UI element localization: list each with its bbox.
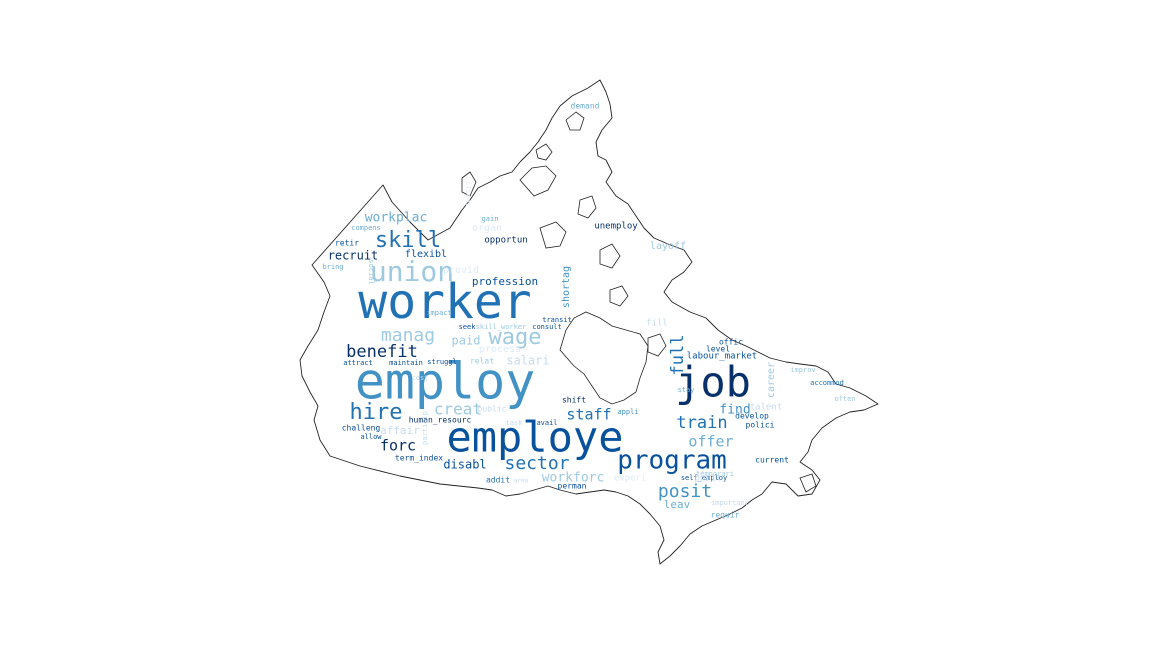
word-offic: offic: [719, 338, 743, 347]
word-level: level: [706, 345, 730, 354]
word-leav: leav: [664, 498, 691, 511]
word-provid: provid: [443, 265, 479, 276]
word-union: union: [370, 255, 454, 288]
word-temporari: temporari: [696, 470, 734, 478]
word-manag: manag: [381, 325, 435, 346]
word-talent: talent: [750, 403, 783, 413]
word-public: public: [478, 405, 507, 414]
word-opportun: opportun: [484, 236, 527, 246]
word-challeng: challeng: [342, 424, 381, 433]
word-full: full: [668, 335, 688, 376]
word-attract: attract: [343, 359, 373, 367]
word-wage: wage: [489, 325, 542, 350]
word-hire: hire: [350, 400, 403, 425]
word-flexibl: flexibl: [405, 249, 447, 260]
word-particip: particip: [421, 411, 429, 445]
word-layoff: layoff: [650, 241, 686, 252]
word-relat: relat: [470, 357, 494, 366]
word-recruit: recruit: [328, 249, 379, 263]
word-allow: allow: [360, 433, 382, 441]
word-paid: paid: [452, 334, 481, 348]
word-sector: sector: [504, 453, 569, 474]
word-affair: affair: [380, 424, 420, 437]
word-career: career: [766, 362, 777, 398]
word-workforc: workforc: [542, 471, 605, 486]
word-find: find: [719, 403, 750, 418]
word-employe: employe: [446, 413, 623, 462]
word-transit: transit: [542, 316, 572, 324]
word-skill-worker: skill_worker: [476, 323, 527, 331]
word-profession: profession: [472, 275, 538, 288]
word-shift: shift: [562, 396, 586, 405]
word-stay: stay: [678, 386, 695, 394]
word-perman: perman: [558, 482, 587, 491]
word-salari: salari: [506, 354, 549, 368]
word-seek: seek: [459, 323, 477, 331]
word-accommod: accommod: [810, 379, 844, 387]
word-often: often: [834, 395, 855, 403]
word-train: train: [676, 413, 727, 433]
word-creat: creat: [434, 400, 482, 419]
word-process: process: [479, 344, 521, 355]
word-staff: staff: [566, 406, 611, 424]
word-improv: improv: [790, 366, 815, 374]
word-compens: compens: [351, 224, 381, 232]
word-unemploy: unemploy: [594, 222, 638, 232]
word-struggl: struggl: [427, 358, 457, 366]
word-avail: avail: [536, 419, 557, 427]
word-cost: cost: [412, 374, 429, 382]
word-skill: skill: [375, 228, 441, 253]
word-worker: worker: [358, 274, 531, 330]
word-forc: forc: [380, 437, 416, 455]
word-importanc: importanc: [711, 499, 749, 507]
word-posit: posit: [694, 474, 721, 484]
word-employ: employ: [355, 353, 536, 411]
word-requir: requir: [711, 511, 740, 520]
word-area: area: [514, 478, 529, 485]
word-offer: offer: [688, 433, 733, 451]
word-maintain: maintain: [389, 359, 423, 367]
word-bring: bring: [322, 263, 343, 271]
word-shortag: shortag: [561, 266, 572, 308]
word-posit: posit: [658, 481, 712, 502]
word-human-resourc: human_resourc: [409, 416, 472, 425]
word-addit: addit: [486, 476, 510, 485]
canada-outline: [299, 79, 879, 565]
word-appli: appli: [617, 408, 638, 416]
word-current: current: [755, 456, 789, 465]
word-gain: gain: [482, 215, 499, 223]
word-impact: impact: [426, 309, 451, 317]
word-experi: experi: [614, 474, 647, 484]
word-demand: demand: [571, 102, 600, 111]
word-social: social: [367, 259, 375, 284]
word-organ: organ: [472, 223, 502, 234]
word-client: client: [464, 181, 472, 206]
word-program: program: [617, 446, 727, 476]
word-develop: develop: [735, 412, 769, 421]
word-self-employ: self_employ: [681, 474, 727, 482]
word-workplac: workplac: [365, 211, 428, 226]
word-fill: fill: [646, 319, 668, 329]
word-polici: polici: [746, 421, 775, 430]
word-disabl: disabl: [443, 458, 486, 472]
word-consult: consult: [532, 323, 562, 331]
word-job: job: [675, 358, 751, 407]
word-labour-market: labour_market: [687, 352, 757, 362]
word-benefit: benefit: [346, 342, 418, 362]
word-retir: retir: [335, 239, 359, 248]
word-task: task: [506, 419, 524, 427]
word-term-index: term_index: [395, 454, 443, 463]
